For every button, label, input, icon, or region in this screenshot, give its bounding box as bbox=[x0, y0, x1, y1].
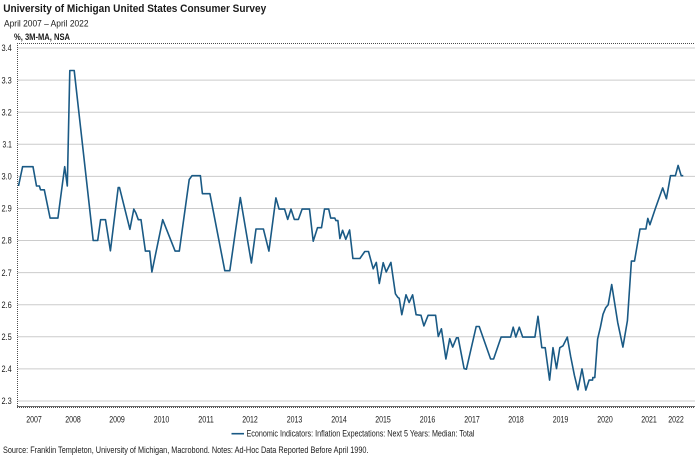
svg-text:2.8: 2.8 bbox=[2, 236, 12, 246]
svg-text:2009: 2009 bbox=[109, 414, 125, 424]
svg-text:2018: 2018 bbox=[508, 414, 524, 424]
svg-text:2022: 2022 bbox=[668, 414, 684, 424]
svg-text:3.0: 3.0 bbox=[2, 172, 12, 182]
svg-text:University of Michigan United: University of Michigan United States Con… bbox=[3, 3, 267, 15]
svg-text:2.3: 2.3 bbox=[2, 396, 12, 406]
svg-text:2.5: 2.5 bbox=[2, 332, 12, 342]
svg-text:2019: 2019 bbox=[553, 414, 569, 424]
svg-text:Economic Indicators: Inflation: Economic Indicators: Inflation Expectati… bbox=[247, 429, 475, 439]
svg-text:2017: 2017 bbox=[464, 414, 480, 424]
svg-text:2016: 2016 bbox=[420, 414, 436, 424]
svg-text:%, 3M-MA, NSA: %, 3M-MA, NSA bbox=[14, 32, 70, 42]
svg-text:2007: 2007 bbox=[26, 414, 42, 424]
svg-text:2.9: 2.9 bbox=[2, 204, 12, 214]
svg-text:2021: 2021 bbox=[641, 414, 657, 424]
svg-text:2011: 2011 bbox=[198, 414, 214, 424]
svg-text:2.7: 2.7 bbox=[2, 268, 12, 278]
svg-text:2015: 2015 bbox=[375, 414, 391, 424]
svg-text:Source: Franklin Templeton, Un: Source: Franklin Templeton, University o… bbox=[3, 445, 369, 455]
svg-text:2.4: 2.4 bbox=[2, 364, 12, 374]
svg-text:2.6: 2.6 bbox=[2, 300, 12, 310]
svg-text:3.3: 3.3 bbox=[2, 75, 12, 85]
svg-text:3.2: 3.2 bbox=[2, 107, 12, 117]
svg-text:3.1: 3.1 bbox=[3, 140, 12, 150]
svg-text:2012: 2012 bbox=[242, 414, 258, 424]
svg-text:April 2007 – April 2022: April 2007 – April 2022 bbox=[4, 19, 89, 29]
svg-text:2014: 2014 bbox=[331, 414, 347, 424]
svg-text:3.4: 3.4 bbox=[2, 43, 12, 53]
svg-text:2008: 2008 bbox=[65, 414, 81, 424]
svg-text:2013: 2013 bbox=[287, 414, 303, 424]
svg-text:2010: 2010 bbox=[154, 414, 170, 424]
svg-text:2020: 2020 bbox=[597, 414, 613, 424]
